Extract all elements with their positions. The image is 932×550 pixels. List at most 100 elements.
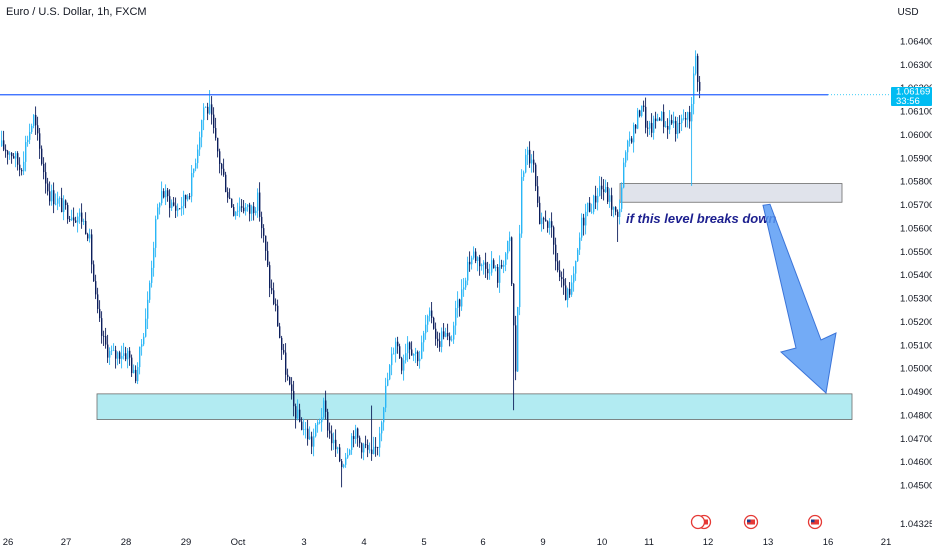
candle-body bbox=[255, 210, 257, 214]
candle-body bbox=[527, 149, 529, 155]
candle-body bbox=[275, 303, 277, 306]
candle-body bbox=[229, 197, 231, 199]
price-tick-label: 1.05800 bbox=[900, 177, 932, 188]
breakdown-arrow bbox=[762, 203, 837, 394]
candle-body bbox=[503, 264, 505, 267]
candle-body bbox=[569, 288, 571, 295]
candle-body bbox=[375, 446, 377, 448]
candle-body bbox=[33, 114, 35, 126]
candle-body bbox=[29, 131, 31, 140]
candle-body bbox=[371, 449, 373, 454]
candle-body bbox=[663, 111, 665, 127]
time-tick-label: 11 bbox=[644, 537, 654, 548]
candle-body bbox=[319, 422, 321, 424]
candle-body bbox=[129, 350, 131, 358]
candle-body bbox=[223, 168, 225, 175]
candle-body bbox=[665, 125, 667, 127]
candle-body bbox=[315, 424, 317, 437]
candle-body bbox=[623, 162, 625, 188]
time-tick-label: Oct bbox=[231, 537, 246, 548]
candle-body bbox=[627, 140, 629, 153]
candle-body bbox=[653, 118, 655, 133]
candle-body bbox=[41, 148, 43, 164]
candle-body bbox=[267, 250, 269, 266]
candle-body bbox=[139, 346, 141, 368]
candle-body bbox=[115, 350, 117, 359]
candle-body bbox=[285, 352, 287, 375]
candle-body bbox=[349, 450, 351, 455]
candle-body bbox=[199, 137, 201, 150]
candle-body bbox=[675, 120, 677, 134]
candle-body bbox=[207, 106, 209, 114]
candle-body bbox=[31, 125, 33, 132]
candle-body bbox=[515, 325, 517, 372]
candle-body bbox=[105, 336, 107, 345]
candle-body bbox=[361, 443, 363, 453]
candle-body bbox=[603, 189, 605, 192]
candle-body bbox=[175, 205, 177, 211]
candle-body bbox=[135, 369, 137, 382]
candle-body bbox=[63, 200, 65, 212]
candle-body bbox=[561, 277, 563, 280]
currency-selector[interactable]: USD bbox=[897, 7, 919, 18]
candle-body bbox=[445, 332, 447, 337]
candle-body bbox=[215, 128, 217, 138]
candle-body bbox=[407, 342, 409, 354]
candle-body bbox=[513, 283, 515, 326]
price-tick-label-bottom: 1.04325 bbox=[900, 519, 932, 530]
time-tick-label: 16 bbox=[823, 537, 834, 548]
candle-body bbox=[681, 118, 683, 124]
price-tick-label: 1.06100 bbox=[900, 107, 932, 118]
candle-body bbox=[699, 81, 701, 91]
candle-body bbox=[297, 409, 299, 419]
time-tick-label: 12 bbox=[703, 537, 714, 548]
candle-body bbox=[619, 208, 621, 217]
candle-body bbox=[451, 339, 453, 341]
candle-body bbox=[629, 138, 631, 141]
candle-body bbox=[237, 210, 239, 212]
candle-body bbox=[613, 207, 615, 210]
candle-body bbox=[345, 457, 347, 465]
candle-body bbox=[567, 288, 569, 300]
candle-body bbox=[333, 439, 335, 444]
candle-body bbox=[123, 353, 125, 356]
candle-body bbox=[417, 351, 419, 362]
price-tick-label: 1.05600 bbox=[900, 223, 932, 234]
candle-body bbox=[343, 464, 345, 468]
candle-body bbox=[525, 154, 527, 173]
candle-body bbox=[209, 104, 211, 114]
candle-body bbox=[3, 140, 5, 150]
candle-body bbox=[1, 140, 3, 147]
candle-body bbox=[475, 251, 477, 261]
price-tick-label: 1.05700 bbox=[900, 200, 932, 211]
candle-body bbox=[233, 207, 235, 216]
candle-body bbox=[643, 105, 645, 107]
candle-body bbox=[337, 447, 339, 450]
candle-body bbox=[21, 169, 23, 172]
candle-body bbox=[311, 436, 313, 447]
time-tick-label: 21 bbox=[881, 537, 892, 548]
candle-body bbox=[519, 233, 521, 308]
candle-body bbox=[491, 260, 493, 273]
candle-body bbox=[185, 194, 187, 200]
candle-body bbox=[671, 120, 673, 124]
candle-body bbox=[17, 153, 19, 165]
candle-body bbox=[683, 118, 685, 119]
candle-body bbox=[11, 153, 13, 157]
candle-body bbox=[499, 264, 501, 283]
candle-body bbox=[639, 110, 641, 116]
candle-body bbox=[183, 194, 185, 207]
candle-body bbox=[73, 217, 75, 221]
symbol-title[interactable]: Euro / U.S. Dollar, 1h, FXCM bbox=[6, 6, 147, 18]
candle-body bbox=[583, 217, 585, 226]
price-tick-label: 1.04600 bbox=[900, 457, 932, 468]
event-flag-icon bbox=[690, 514, 706, 530]
candle-body bbox=[555, 244, 557, 262]
candle-body bbox=[657, 118, 659, 122]
candle-body bbox=[351, 436, 353, 451]
candle-body bbox=[547, 221, 549, 228]
candle-body bbox=[443, 331, 445, 337]
candle-body bbox=[477, 257, 479, 261]
candle-body bbox=[125, 353, 127, 360]
